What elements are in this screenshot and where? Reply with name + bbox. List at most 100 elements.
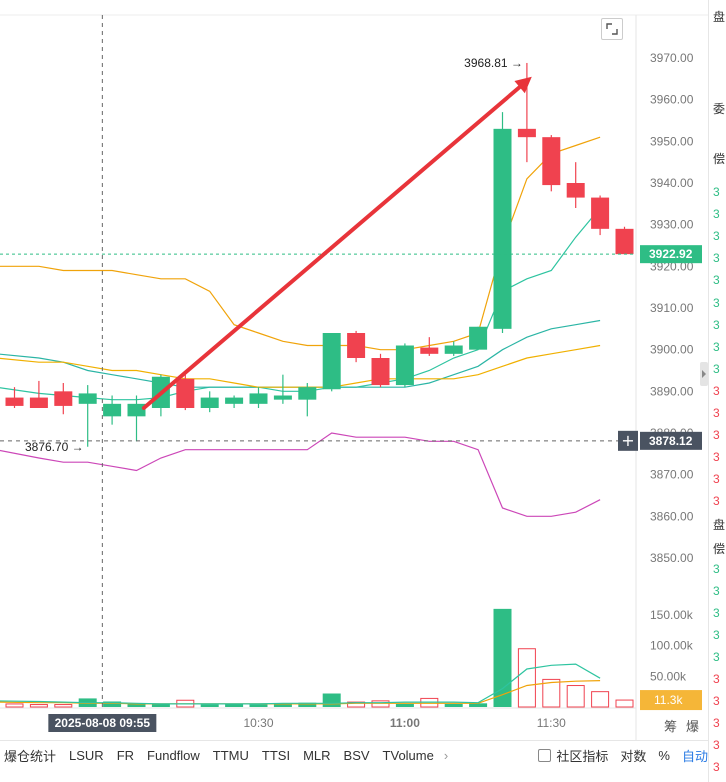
candle-body	[444, 345, 463, 354]
strip-char: 3	[713, 472, 720, 486]
strip-char: 3	[713, 628, 720, 642]
strip-char: 3	[713, 584, 720, 598]
strip-char: 3	[713, 185, 720, 199]
candle-body	[517, 128, 536, 138]
volume-bar	[591, 691, 610, 708]
volume-bar	[298, 702, 317, 707]
community-indicators-button[interactable]: 社区指标	[538, 746, 608, 765]
last-volume-tag: 11.3k	[640, 690, 702, 711]
candle-body	[103, 403, 122, 417]
strip-char: 3	[713, 760, 720, 774]
candle-body	[322, 333, 341, 390]
volume-bar	[395, 703, 414, 707]
strip-char: 3	[713, 362, 720, 376]
strip-char: 3	[713, 606, 720, 620]
volume-tick-label: 100.00k	[650, 639, 694, 653]
candle-body	[469, 326, 488, 350]
candle-body	[542, 137, 561, 186]
strip-char: 3	[713, 694, 720, 708]
tab-lsur[interactable]: LSUR	[69, 747, 104, 763]
tab-ttsi[interactable]: TTSI	[261, 747, 291, 763]
strip-char: 委	[713, 102, 726, 116]
candle-body	[420, 347, 439, 354]
tab-liquidation[interactable]: 爆仓统计	[4, 748, 57, 764]
cursor-price-tag: 3878.12	[640, 431, 702, 450]
strip-char: 盘	[713, 518, 726, 532]
volume-bar	[517, 648, 536, 708]
last-price-tag: 3922.92	[640, 245, 702, 264]
chevron-right-icon[interactable]: ›	[443, 747, 449, 763]
candle-body	[176, 378, 195, 408]
chip-label[interactable]: 筹	[664, 719, 678, 734]
last-volume-tag-bg	[640, 690, 702, 711]
strip-char: 偿	[713, 152, 726, 166]
strip-char: 3	[713, 650, 720, 664]
community-indicators-label: 社区指标	[556, 748, 609, 764]
candle-body	[566, 183, 585, 198]
time-tick-label: 11:00	[390, 716, 420, 730]
cursor-price-tag-bg	[640, 431, 702, 450]
percent-scale-button[interactable]: %	[658, 747, 670, 763]
indicator-toolbar: 爆仓统计 LSUR FR Fundflow TTMU TTSI MLR BSV …	[0, 740, 708, 769]
price-tick-label: 3950.00	[650, 134, 694, 148]
price-tick-label: 3930.00	[650, 218, 694, 232]
strip-char: 3	[713, 494, 720, 508]
tab-fr[interactable]: FR	[116, 747, 135, 763]
cursor-price-value: 3878.12	[649, 434, 693, 448]
tab-bsv[interactable]: BSV	[343, 747, 370, 763]
indicator-line-4	[0, 432, 601, 517]
volume-bar	[566, 685, 585, 708]
volume-bar	[615, 699, 634, 708]
strip-char: 3	[713, 716, 720, 730]
candle-body	[225, 397, 244, 404]
tab-ttmu[interactable]: TTMU	[212, 747, 249, 763]
strip-char: 盘	[713, 10, 726, 24]
fullscreen-icon[interactable]	[601, 18, 623, 40]
volume-bar	[5, 703, 24, 708]
volume-bar	[200, 704, 219, 707]
panel-collapse-handle[interactable]	[700, 362, 708, 386]
price-tick-label: 3870.00	[650, 468, 694, 482]
strip-char: 3	[713, 207, 720, 221]
volume-bar	[493, 608, 512, 707]
candle-body	[371, 358, 390, 386]
strip-char: 偿	[713, 542, 726, 556]
volume-bar	[225, 703, 244, 707]
burst-label[interactable]: 爆	[686, 719, 700, 734]
candle-body	[249, 393, 268, 404]
last-volume-value: 11.3k	[654, 693, 683, 707]
volume-bar	[54, 704, 73, 708]
candle-body	[127, 403, 146, 417]
cursor-time-value: 2025-08-08 09:55	[55, 716, 151, 730]
add-line-button-bg	[618, 430, 638, 451]
strip-char: 3	[713, 273, 720, 287]
price-tick-label: 3890.00	[650, 384, 694, 398]
log-scale-button[interactable]: 对数	[620, 748, 647, 764]
volume-bar	[347, 701, 366, 708]
indicator-line-3	[0, 344, 601, 388]
low-price-annotation: 3876.70 →	[25, 440, 84, 454]
price-tick-label: 3900.00	[650, 343, 694, 357]
volume-bar	[273, 703, 292, 707]
candle-body	[54, 391, 73, 406]
last-price-value: 3922.92	[649, 247, 693, 261]
volume-tick-label: 50.00k	[650, 669, 687, 683]
last-price-tag-bg	[640, 245, 702, 264]
volume-tick-label: 150.00k	[650, 608, 694, 622]
candle-body	[395, 345, 414, 386]
tab-mlr[interactable]: MLR	[303, 747, 331, 763]
auto-scale-button[interactable]: 自动	[681, 748, 708, 764]
candle-body	[615, 228, 634, 255]
price-tick-label: 3970.00	[650, 51, 694, 65]
volume-bar	[371, 700, 390, 708]
tab-tvolume[interactable]: TVolume	[382, 747, 434, 763]
candle-body	[493, 128, 512, 329]
strip-char: 3	[713, 738, 720, 752]
candle-body	[298, 387, 317, 400]
candle-body	[200, 397, 219, 408]
price-tick-label: 3940.00	[650, 176, 694, 190]
tab-fundflow[interactable]: Fundflow	[147, 747, 200, 763]
strip-char: 3	[713, 562, 720, 576]
